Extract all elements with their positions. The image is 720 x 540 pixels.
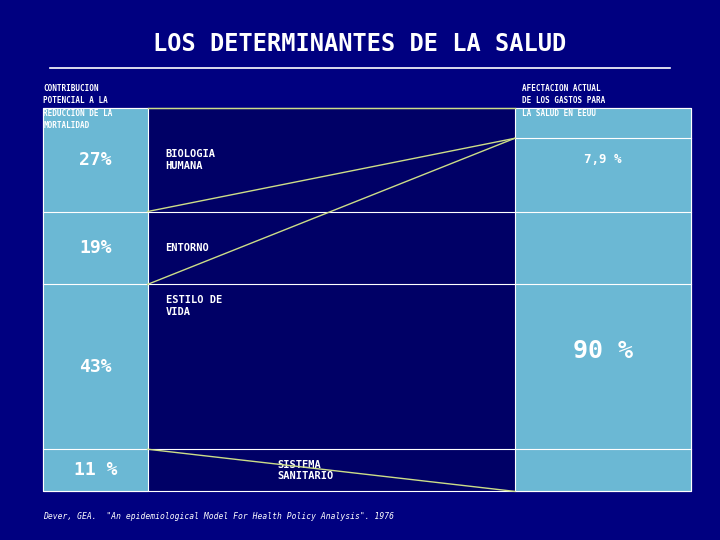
Text: 43%: 43% — [79, 358, 112, 376]
Text: BIOLOGIA
HUMANA: BIOLOGIA HUMANA — [166, 149, 215, 171]
Text: Dever, GEA.  "An epidemiological Model For Health Policy Analysis". 1976: Dever, GEA. "An epidemiological Model Fo… — [43, 512, 395, 521]
Text: SISTEMA
SANITARIO: SISTEMA SANITARIO — [277, 460, 333, 481]
Text: 90 %: 90 % — [573, 340, 633, 363]
Text: ESTILO DE
VIDA: ESTILO DE VIDA — [166, 295, 222, 317]
Text: 19%: 19% — [79, 239, 112, 257]
Text: CONTRIBUCION
POTENCIAL A LA
REDUCCION DE LA
MORTALIDAD: CONTRIBUCION POTENCIAL A LA REDUCCION DE… — [43, 84, 112, 130]
Text: 11 %: 11 % — [73, 461, 117, 480]
Text: ENTORNO: ENTORNO — [166, 243, 210, 253]
Text: LOS DETERMINANTES DE LA SALUD: LOS DETERMINANTES DE LA SALUD — [153, 32, 567, 56]
Text: 7,9 %: 7,9 % — [584, 153, 622, 166]
Text: 27%: 27% — [79, 151, 112, 169]
Text: AFECTACION ACTUAL
DE LOS GASTOS PARA
LA SALUD EN EEUU: AFECTACION ACTUAL DE LOS GASTOS PARA LA … — [522, 84, 606, 118]
